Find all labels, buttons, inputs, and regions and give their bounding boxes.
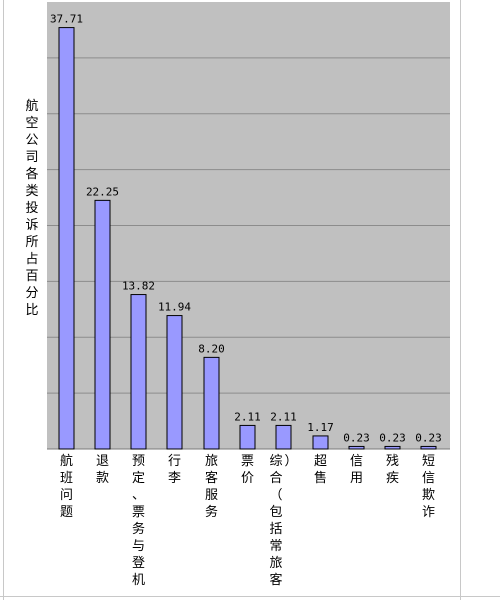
category-label-char: 残 [386, 454, 399, 469]
y-axis-label-char: 诉 [25, 218, 38, 233]
category-label-char: 信 [350, 454, 363, 469]
category-label-char: 客 [205, 470, 218, 486]
y-axis-label-char: 分 [25, 286, 38, 301]
y-axis-label-char: 航 [25, 98, 38, 114]
category-label-char: 价 [241, 471, 254, 486]
data-label: 11.94 [158, 301, 191, 314]
bars [58, 27, 437, 450]
y-axis-label-char: 占 [25, 252, 38, 267]
category-label-char: 、 [132, 488, 145, 503]
data-label: 22.25 [86, 185, 119, 198]
y-axis-label-char: 司 [25, 150, 38, 165]
category-label-char: 款 [96, 471, 109, 486]
category-label-char: 班 [60, 471, 73, 486]
category-label-char: 李 [168, 471, 181, 486]
category-label-char: 与 [132, 539, 145, 554]
data-label: 13.82 [122, 280, 155, 293]
data-label: 0.23 [415, 431, 442, 444]
bar [420, 445, 437, 450]
category-label-char: 短 [422, 454, 435, 469]
data-label: 0.23 [379, 431, 406, 444]
category-label: 信用 [350, 454, 363, 486]
category-label-char: 登 [132, 556, 145, 571]
category-label-char: 常 [269, 539, 282, 554]
category-label-char: 信 [422, 471, 435, 486]
data-label: 0.23 [343, 431, 370, 444]
y-axis-label-char: 类 [25, 184, 38, 199]
category-label-char: 票 [132, 505, 145, 520]
category-label-char: 票 [241, 454, 254, 469]
category-label-char: 题 [60, 505, 73, 520]
bar [58, 27, 75, 450]
category-label-char: 定 [132, 471, 145, 486]
category-label: 残疾 [386, 454, 399, 486]
category-label-char: （ [269, 488, 282, 503]
data-label: 1.17 [307, 421, 334, 434]
y-axis-label-char: 公 [25, 133, 38, 148]
category-label-char: 欺 [422, 488, 435, 503]
bar [203, 356, 220, 450]
category-label-char: 务 [132, 521, 145, 537]
y-axis-label-char: 百 [25, 269, 38, 284]
page-border-bottom [0, 596, 500, 597]
category-label-char: 旅 [269, 556, 282, 571]
y-axis-label-char: 所 [25, 235, 38, 250]
category-label-char: 航 [60, 453, 73, 469]
bar [239, 424, 256, 450]
category-label: 行李 [168, 454, 181, 486]
category-label-char: 诈 [422, 505, 435, 520]
gridlines [47, 57, 450, 394]
category-label-char: 客 [269, 572, 282, 588]
page-border-left [3, 0, 4, 600]
category-label-char: 退 [96, 454, 109, 469]
category-label-char: 合 [269, 471, 282, 486]
category-label-char: 旅 [205, 454, 218, 469]
data-label: 8.20 [198, 342, 225, 355]
bar [348, 445, 365, 450]
category-label-char: 预 [132, 454, 145, 469]
y-axis-label-char: 空 [25, 116, 38, 131]
bar [275, 424, 292, 450]
y-axis-label-char: 各 [25, 166, 38, 182]
data-label: 2.11 [234, 410, 261, 423]
category-label-char: 售 [314, 470, 327, 486]
bar [384, 445, 401, 450]
bar [94, 199, 111, 450]
category-label-char: 行 [168, 454, 181, 469]
category-label-char: 务 [205, 504, 218, 520]
category-label: 票价 [241, 454, 254, 486]
category-label-char: 超 [314, 454, 327, 469]
data-label: 37.71 [50, 13, 83, 26]
category-label-char: 包 [269, 505, 282, 520]
category-label-char: 用 [350, 471, 363, 486]
category-label-char: 疾 [386, 471, 399, 486]
data-label: 2.11 [270, 410, 297, 423]
bar [166, 315, 183, 450]
category-label: 超售 [314, 454, 327, 486]
category-label-char: ） [284, 454, 297, 469]
category-label-char: 机 [132, 573, 145, 588]
category-label-char: 服 [205, 488, 218, 503]
bar [312, 435, 329, 450]
y-axis-label-char: 比 [25, 303, 38, 318]
category-label-char: 问 [60, 488, 73, 503]
category-label-char: 括 [269, 522, 282, 537]
y-axis-label-char: 投 [25, 200, 38, 216]
category-label: 退款 [96, 454, 109, 486]
category-label-char: 综 [269, 454, 282, 469]
bar [130, 294, 147, 450]
page-border-right [460, 0, 461, 600]
